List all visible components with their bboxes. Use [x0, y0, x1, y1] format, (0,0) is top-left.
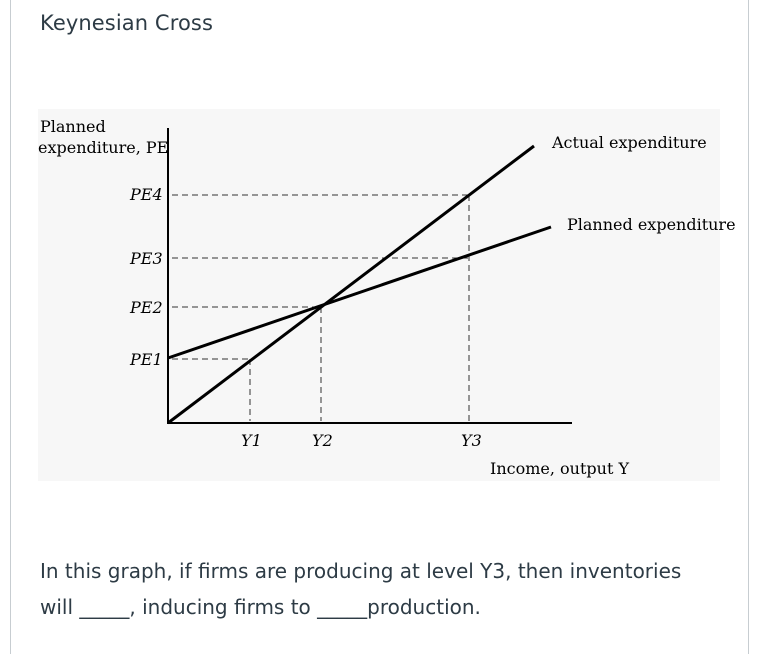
diagram-background — [38, 109, 720, 481]
question-text: In this graph, if firms are producing at… — [40, 553, 740, 625]
actual-expenditure-line — [167, 144, 535, 425]
y-axis-label-line1: Planned — [40, 117, 106, 136]
x-tick-y3: Y3 — [461, 431, 482, 450]
question-line-1: In this graph, if firms are producing at… — [40, 559, 682, 583]
x-tick-y2: Y2 — [312, 431, 333, 450]
planned-expenditure-label: Planned expenditure — [567, 215, 736, 234]
y-tick-pe1: PE1 — [129, 350, 163, 369]
actual-expenditure-label: Actual expenditure — [551, 133, 707, 152]
x-tick-y1: Y1 — [241, 431, 262, 450]
planned-expenditure-line — [167, 225, 552, 360]
y-tick-pe3: PE3 — [129, 249, 163, 268]
x-axis-label: Income, output Y — [490, 459, 629, 478]
question-line-2: will _____, inducing firms to _____produ… — [40, 595, 481, 619]
y-axis-label-line2: expenditure, PE — [38, 138, 168, 157]
y-tick-pe2: PE2 — [129, 298, 163, 317]
y-tick-pe4: PE4 — [129, 185, 163, 204]
page-title: Keynesian Cross — [40, 11, 213, 35]
guide-lines — [172, 194, 470, 421]
